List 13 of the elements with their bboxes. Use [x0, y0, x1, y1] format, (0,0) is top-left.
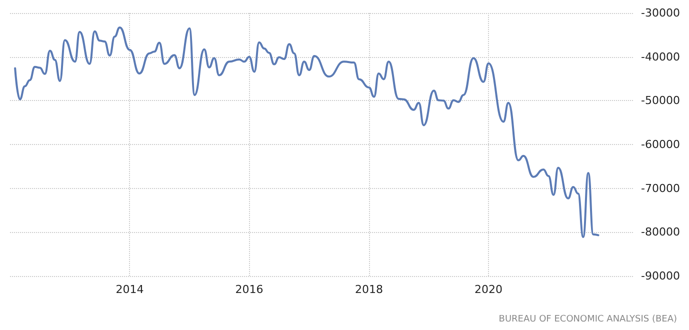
- x-tick-label: 2016: [235, 283, 264, 296]
- x-tick-label: 2020: [474, 283, 503, 296]
- y-tick-label: -30000: [641, 6, 680, 20]
- y-tick-label: -40000: [641, 50, 680, 64]
- y-tick-label: -60000: [641, 138, 680, 151]
- text: BUREAU OF ECONOMIC ANALYSIS (BEA): [498, 314, 678, 324]
- y-tick-label: -90000: [641, 270, 680, 282]
- x-tick-label: 2018: [354, 283, 383, 296]
- y-tick-label: -70000: [641, 182, 680, 195]
- y-tick-label: -80000: [641, 226, 680, 239]
- line-series: [14, 26, 600, 238]
- y-tick-label: -50000: [641, 94, 680, 108]
- x-tick-label: 2014: [116, 283, 144, 296]
